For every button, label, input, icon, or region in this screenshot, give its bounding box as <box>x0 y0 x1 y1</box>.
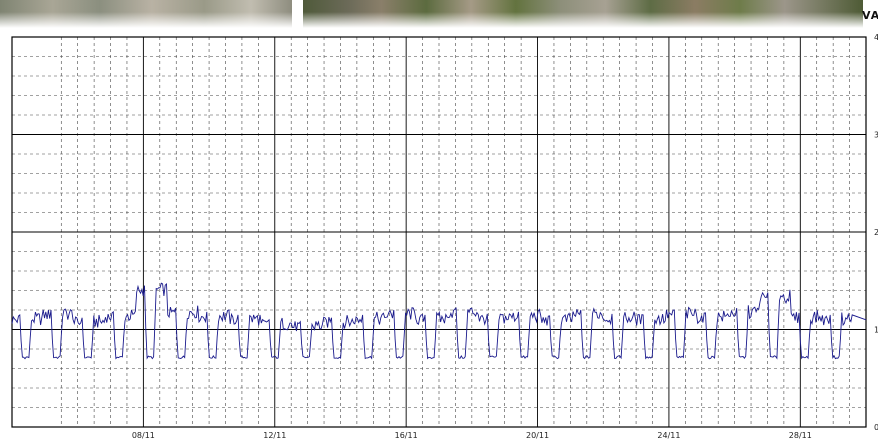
y-tick-label: 2 <box>874 228 878 237</box>
x-tick-label: 28/11 <box>789 431 812 440</box>
x-tick-label: 12/11 <box>263 431 286 440</box>
x-tick-label: 20/11 <box>526 431 549 440</box>
x-tick-label: 08/11 <box>132 431 155 440</box>
series-line <box>11 282 867 360</box>
photo-fade <box>0 12 878 28</box>
y-axis-unit-label: VA <box>862 9 878 22</box>
y-tick-label: 0 <box>874 423 878 432</box>
y-tick-label: 4 <box>874 33 878 42</box>
x-tick-label: 16/11 <box>395 431 418 440</box>
plot-border <box>11 36 867 428</box>
x-tick-label: 24/11 <box>657 431 680 440</box>
background-photo-strip <box>0 0 878 28</box>
y-tick-label: 3 <box>874 131 878 140</box>
y-tick-label: 1 <box>874 326 878 335</box>
